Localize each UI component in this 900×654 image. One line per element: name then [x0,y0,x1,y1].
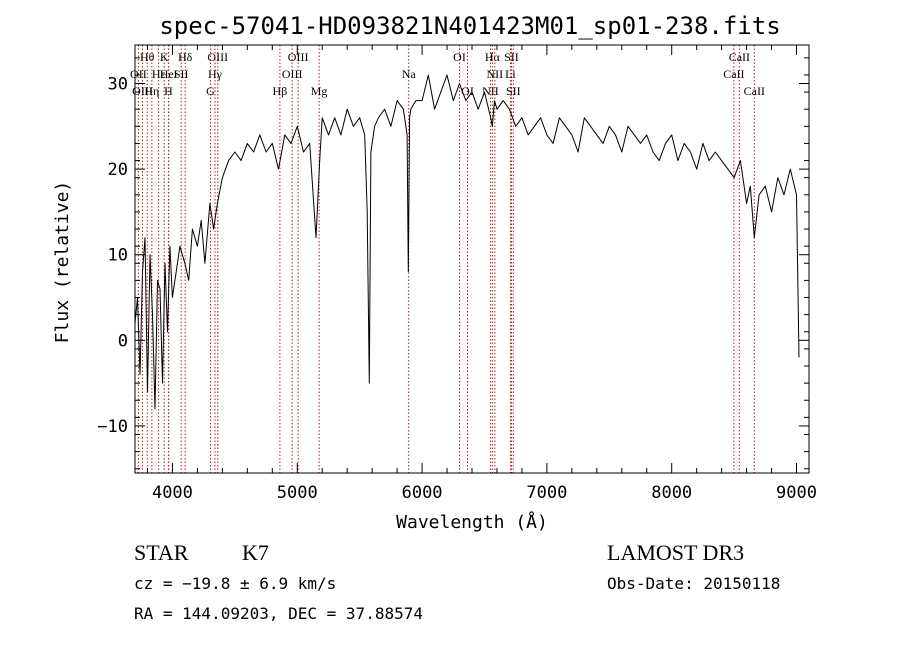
object-subclass: K7 [242,540,269,565]
marker-label: CaII [729,50,750,64]
marker-label: Hϵ [152,67,166,81]
x-tick-label: 4000 [152,483,193,503]
marker-label: CaII [723,67,744,81]
marker-label: Hα [485,50,501,64]
flux-series [134,74,800,410]
chart-title: spec-57041-HD093821N401423M01_sp01-238.f… [159,12,780,40]
marker-label: OIII [132,84,153,98]
object-class: STAR [134,540,189,565]
x-tick-label: 9000 [776,483,817,503]
plot-frame [134,44,810,474]
marker-label: G [206,84,215,98]
redshift-text: cz = −19.8 ± 6.9 km/s [134,574,337,593]
marker-label: Hγ [208,67,223,81]
marker-label: SII [506,84,521,98]
x-tick-label: 5000 [277,483,318,503]
marker-label: Na [402,67,417,81]
y-tick-label: −10 [97,417,128,437]
flux-line [134,74,800,410]
marker-label: OIII [207,50,228,64]
x-tick-label: 6000 [402,483,443,503]
coordinates-text: RA = 144.09203, DEC = 37.88574 [134,604,423,623]
marker-label: Hδ [178,50,193,64]
marker-label: H [164,84,173,98]
marker-label: OI [461,84,474,98]
marker-label: OII [130,67,147,81]
axes: 4000 5000 6000 7000 8000 9000 −10 0 10 20 30 [97,45,817,503]
marker-label: Li [505,67,516,81]
x-tick-label: 8000 [651,483,692,503]
marker-label: OIII [288,50,309,64]
marker-label: Mg [311,84,328,98]
y-tick-label: 30 [108,75,128,95]
marker-label: OIII [282,67,303,81]
y-tick-label: 20 [108,160,128,180]
marker-label: Hη [144,84,159,98]
survey-name: LAMOST DR3 [607,540,745,565]
x-axis-label: Wavelength (Å) [396,511,548,533]
y-tick-label: 0 [118,331,128,351]
marker-label: CaII [744,84,765,98]
x-tick-label: 7000 [526,483,567,503]
marker-label: NII [482,84,499,98]
marker-label: SII [504,50,519,64]
marker-label: Hβ [273,84,288,98]
obs-date-text: Obs-Date: 20150118 [607,574,781,593]
marker-label: SII [174,67,189,81]
y-axis-label: Flux (relative) [52,181,73,344]
marker-label: NII [487,67,504,81]
marker-label: K [160,50,169,64]
y-tick-label: 10 [108,246,128,266]
marker-label: Hθ [140,50,155,64]
marker-label: OI [453,50,466,64]
